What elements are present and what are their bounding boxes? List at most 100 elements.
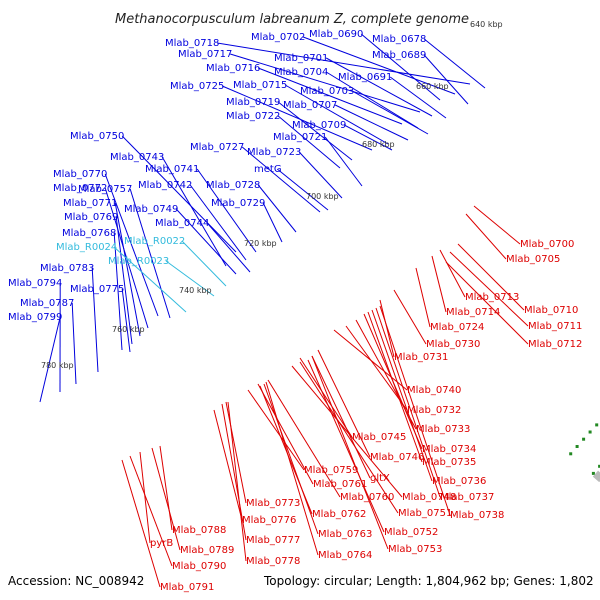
leader-line [317, 349, 371, 458]
forward-gene-label[interactable]: Mlab_0707 [283, 100, 337, 111]
forward-gene-label[interactable]: Mlab_0775 [70, 284, 124, 295]
leader-line [206, 222, 251, 273]
reverse-gene-label[interactable]: Mlab_0764 [318, 550, 372, 561]
reverse-gene-label[interactable]: Mlab_0753 [388, 544, 442, 555]
reverse-gene-label[interactable]: Mlab_0762 [312, 509, 366, 520]
leader-line [104, 173, 159, 317]
forward-gene-label[interactable]: Mlab_0722 [226, 111, 280, 122]
forward-gene-label[interactable]: metG [254, 164, 282, 175]
forward-gene-label[interactable]: Mlab_0715 [233, 80, 287, 91]
forward-gene-label[interactable]: Mlab_0717 [178, 49, 232, 60]
reverse-gene-label[interactable]: Mlab_0712 [528, 339, 582, 350]
leader-line [39, 316, 61, 403]
leader-line [307, 359, 385, 533]
forward-gene-label[interactable]: Mlab_0718 [165, 38, 219, 49]
reverse-gene-label[interactable]: Mlab_0776 [242, 515, 296, 526]
rna-gene-label[interactable]: Mlab_R0023 [108, 256, 169, 267]
reverse-gene-label[interactable]: Mlab_0713 [465, 292, 519, 303]
forward-gene-label[interactable]: Mlab_0690 [309, 29, 363, 40]
leader-line [324, 136, 363, 187]
tick-mark [591, 471, 595, 475]
forward-gene-label[interactable]: Mlab_0725 [170, 81, 224, 92]
rna-gene-label[interactable]: Mlab_R0022 [124, 236, 185, 247]
reverse-gene-label[interactable]: Mlab_0788 [172, 525, 226, 536]
forward-gene-label[interactable]: Mlab_0744 [155, 218, 209, 229]
reverse-gene-label[interactable]: Mlab_0735 [422, 457, 476, 468]
forward-gene-label[interactable]: Mlab_0757 [78, 184, 132, 195]
reverse-gene-label[interactable]: Mlab_0711 [528, 321, 582, 332]
reverse-gene-label[interactable]: Mlab_0761 [313, 479, 367, 490]
forward-gene-label[interactable]: Mlab_0787 [20, 298, 74, 309]
forward-gene-label[interactable]: Mlab_0728 [206, 180, 260, 191]
reverse-gene-label[interactable]: Mlab_0763 [318, 529, 372, 540]
forward-gene-label[interactable]: Mlab_0770 [53, 169, 107, 180]
reverse-gene-label[interactable]: Mlab_0752 [384, 527, 438, 538]
reverse-gene-label[interactable]: Mlab_0705 [506, 254, 560, 265]
forward-gene-label[interactable]: Mlab_0771 [63, 198, 117, 209]
forward-gene-label[interactable]: Mlab_0678 [372, 34, 426, 45]
reverse-gene-label[interactable]: Mlab_0736 [432, 476, 486, 487]
reverse-gene-label[interactable]: Mlab_0730 [426, 339, 480, 350]
forward-gene-label[interactable]: Mlab_0741 [145, 164, 199, 175]
reverse-gene-label[interactable]: Mlab_0745 [352, 432, 406, 443]
kbp-mark: 700 kbp [306, 192, 339, 201]
tick-mark [582, 437, 586, 441]
reverse-gene-label[interactable]: Mlab_0724 [430, 322, 484, 333]
reverse-gene-label[interactable]: Mlab_0746 [370, 452, 424, 463]
forward-gene-label[interactable]: Mlab_0750 [70, 131, 124, 142]
forward-gene-label[interactable]: Mlab_0716 [206, 63, 260, 74]
reverse-gene-label[interactable]: Mlab_0790 [172, 561, 226, 572]
leader-line [298, 151, 343, 199]
forward-gene-label[interactable]: Mlab_0704 [274, 67, 328, 78]
forward-gene-label[interactable]: Mlab_0743 [110, 152, 164, 163]
reverse-gene-label[interactable]: gltX [370, 473, 390, 484]
forward-gene-label[interactable]: Mlab_0702 [251, 32, 305, 43]
reverse-gene-label[interactable]: Mlab_0710 [524, 305, 578, 316]
forward-gene-label[interactable]: Mlab_0742 [138, 180, 192, 191]
forward-gene-label[interactable]: Mlab_0727 [190, 142, 244, 153]
forward-gene-label[interactable]: Mlab_0721 [273, 132, 327, 143]
forward-gene-label[interactable]: Mlab_0689 [372, 50, 426, 61]
reverse-gene-label[interactable]: Mlab_0789 [180, 545, 234, 556]
accession-text: Accession: NC_008942 [8, 574, 144, 588]
reverse-gene-label[interactable]: Mlab_0700 [520, 239, 574, 250]
reverse-gene-label[interactable]: Mlab_0777 [246, 535, 300, 546]
reverse-gene-label[interactable]: Mlab_0740 [407, 385, 461, 396]
reverse-gene-label[interactable]: Mlab_0733 [416, 424, 470, 435]
forward-gene-label[interactable]: Mlab_0703 [300, 86, 354, 97]
reverse-gene-label[interactable]: pyrB [150, 538, 173, 549]
forward-gene-label[interactable]: Mlab_0783 [40, 263, 94, 274]
reverse-gene-label[interactable]: Mlab_0773 [246, 498, 300, 509]
reverse-gene-label[interactable]: Mlab_0748 [402, 492, 456, 503]
reverse-gene-label[interactable]: Mlab_0760 [340, 492, 394, 503]
forward-gene-label[interactable]: Mlab_0719 [226, 97, 280, 108]
reverse-gene-label[interactable]: Mlab_0751 [398, 508, 452, 519]
forward-gene-label[interactable]: Mlab_0709 [292, 120, 346, 131]
reverse-gene-label[interactable]: Mlab_0732 [407, 405, 461, 416]
reverse-gene-label[interactable]: Mlab_0714 [446, 307, 500, 318]
leader-line [258, 67, 403, 125]
forward-gene-label[interactable]: Mlab_0769 [64, 212, 118, 223]
forward-gene-label[interactable]: Mlab_0772 [53, 183, 107, 194]
forward-gene-label[interactable]: Mlab_0701 [274, 53, 328, 64]
forward-gene-label[interactable]: Mlab_0729 [211, 198, 265, 209]
tick-mark [575, 445, 579, 448]
reverse-gene-label[interactable]: Mlab_0738 [450, 510, 504, 521]
forward-gene-label[interactable]: Mlab_0723 [247, 147, 301, 158]
forward-gene-label[interactable]: Mlab_0691 [338, 72, 392, 83]
rna-gene-label[interactable]: Mlab_R0024 [56, 242, 117, 253]
forward-gene-label[interactable]: Mlab_0749 [124, 204, 178, 215]
forward-gene-label[interactable]: Mlab_0799 [8, 312, 62, 323]
reverse-gene-label[interactable]: Mlab_0734 [422, 444, 476, 455]
reverse-gene-label[interactable]: Mlab_0778 [246, 556, 300, 567]
reverse-gene-label[interactable]: Mlab_0737 [440, 492, 494, 503]
leader-line [121, 288, 131, 353]
forward-gene-label[interactable]: Mlab_0768 [62, 228, 116, 239]
reverse-gene-label[interactable]: Mlab_0759 [304, 465, 358, 476]
reverse-gene-label[interactable]: Mlab_0791 [160, 582, 214, 593]
forward-gene-label[interactable]: Mlab_0794 [8, 278, 62, 289]
reverse-gene-label[interactable]: Mlab_0731 [394, 352, 448, 363]
leader-line [311, 355, 371, 479]
leader-line [431, 255, 447, 313]
cog-category-block [592, 470, 600, 483]
